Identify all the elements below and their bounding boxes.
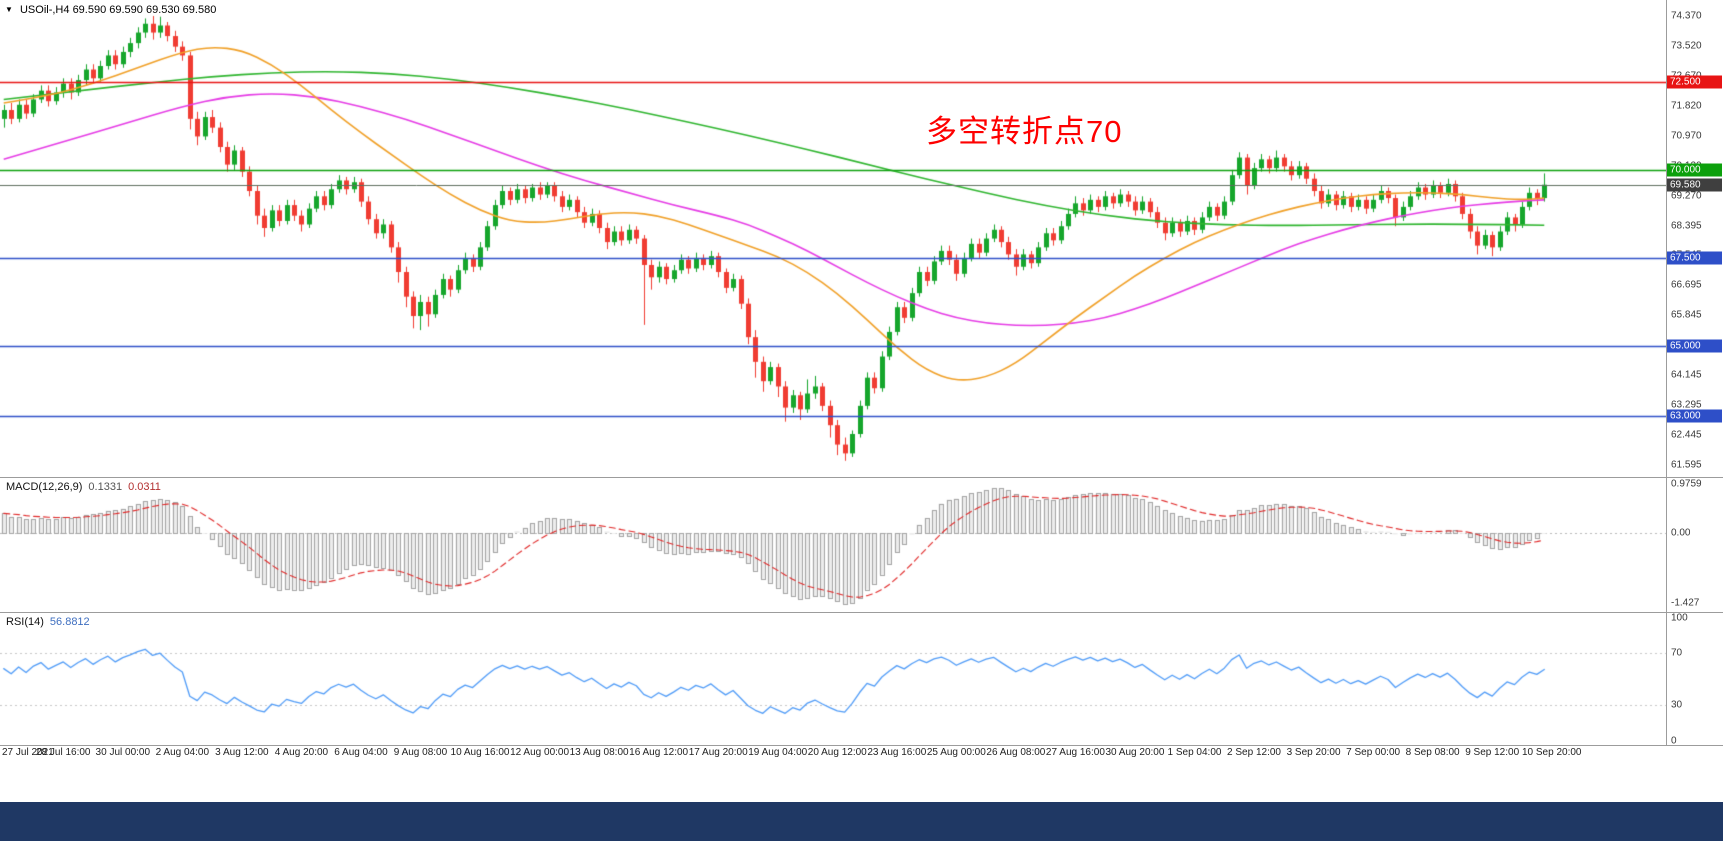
time-axis-label: 7 Sep 00:00 [1346,747,1401,758]
ohlc-readout: 69.590 69.590 69.530 69.580 [72,4,217,16]
level-badge: 72.500 [1667,75,1722,89]
time-axis-label: 30 Aug 20:00 [1105,747,1165,758]
symbol-timeframe-label: USOil-,H4 [19,4,70,16]
rsi-name: RSI(14) [6,616,44,628]
time-axis-label: 6 Aug 04:00 [334,747,388,758]
price-axis-divider [1666,0,1667,746]
macd-axis-label: 0.9759 [1671,478,1702,490]
rsi-axis-label: 0 [1671,735,1677,747]
time-axis-label: 2 Aug 04:00 [155,747,210,758]
time-axis-label: 3 Sep 20:00 [1286,747,1341,758]
price-axis-label: 68.395 [1671,220,1702,232]
price-axis-label: 61.595 [1671,459,1702,471]
annotation-text: 多空转折点70 [926,114,1123,149]
rsi-value: 56.8812 [49,616,90,628]
rsi-axis-label: 100 [1671,612,1688,624]
price-axis-label: 65.845 [1671,309,1702,321]
price-axis-label: 69.270 [1671,190,1702,202]
price-axis-label: 74.370 [1671,10,1702,22]
rsi-axis-label: 30 [1671,699,1683,711]
time-axis-label: 1 Sep 04:00 [1167,747,1222,758]
price-axis-label: 62.445 [1671,429,1702,441]
macd-axis-label: -1.427 [1671,597,1700,609]
time-axis-label: 20 Aug 12:00 [807,747,867,758]
macd-name: MACD(12,26,9) [6,481,83,493]
time-axis-label: 9 Aug 08:00 [393,747,448,758]
price-axis-label: 64.145 [1671,369,1702,381]
time-axis-separator [0,745,1723,746]
price-axis-label: 66.695 [1671,279,1702,291]
time-axis-label: 17 Aug 20:00 [688,747,748,758]
time-axis-label: 27 Aug 16:00 [1045,747,1105,758]
time-axis-label: 25 Aug 00:00 [926,747,986,758]
macd-main-value: 0.1331 [88,481,123,493]
rsi-label: RSI(14) 56.8812 [6,616,90,628]
time-axis-label: 28 Jul 16:00 [36,747,91,758]
level-badge: 63.000 [1667,409,1722,423]
time-axis-label: 8 Sep 08:00 [1405,747,1460,758]
time-axis-label: 19 Aug 04:00 [748,747,808,758]
macd-signal-value: 0.0311 [128,481,161,493]
price-axis-label: 73.520 [1671,40,1702,52]
time-axis-label: 9 Sep 12:00 [1465,747,1520,758]
macd-indicator-canvas[interactable] [0,478,1666,612]
time-axis-label: 26 Aug 08:00 [986,747,1046,758]
level-badge: 67.500 [1667,251,1722,265]
current-price-badge: 69.580 [1667,178,1722,192]
rsi-indicator-canvas[interactable] [0,613,1666,745]
symbol-header: ▼ USOil-,H4 69.590 69.590 69.530 69.580 [5,4,216,16]
price-axis-label: 63.295 [1671,399,1702,411]
price-axis-label: 70.970 [1671,130,1702,142]
time-axis-label: 10 Sep 20:00 [1521,747,1582,758]
macd-label: MACD(12,26,9) 0.1331 0.0311 [6,481,161,493]
time-axis-label: 3 Aug 12:00 [215,747,269,758]
collapse-arrow-icon[interactable]: ▼ [5,5,13,14]
time-axis-label: 2 Sep 12:00 [1227,747,1281,758]
time-axis-label: 4 Aug 20:00 [274,747,329,758]
rsi-pane-separator[interactable] [0,612,1723,613]
time-axis-label: 23 Aug 16:00 [867,747,927,758]
time-axis-label: 10 Aug 16:00 [450,747,510,758]
price-chart-canvas[interactable] [0,0,1666,477]
bottom-footer-bar [0,802,1723,841]
time-axis-label: 13 Aug 08:00 [569,747,629,758]
macd-axis-label: 0.00 [1671,527,1691,539]
time-axis-label: 30 Jul 00:00 [95,747,151,758]
time-axis-label: 12 Aug 00:00 [510,747,570,758]
rsi-axis-label: 70 [1671,647,1683,659]
macd-pane-separator[interactable] [0,477,1723,478]
level-badge: 65.000 [1667,339,1722,353]
price-axis-label: 71.820 [1671,100,1702,112]
time-axis-label: 16 Aug 12:00 [629,747,689,758]
level-badge: 70.000 [1667,163,1722,177]
time-axis-label: 27 Jul 2021 [2,747,54,758]
